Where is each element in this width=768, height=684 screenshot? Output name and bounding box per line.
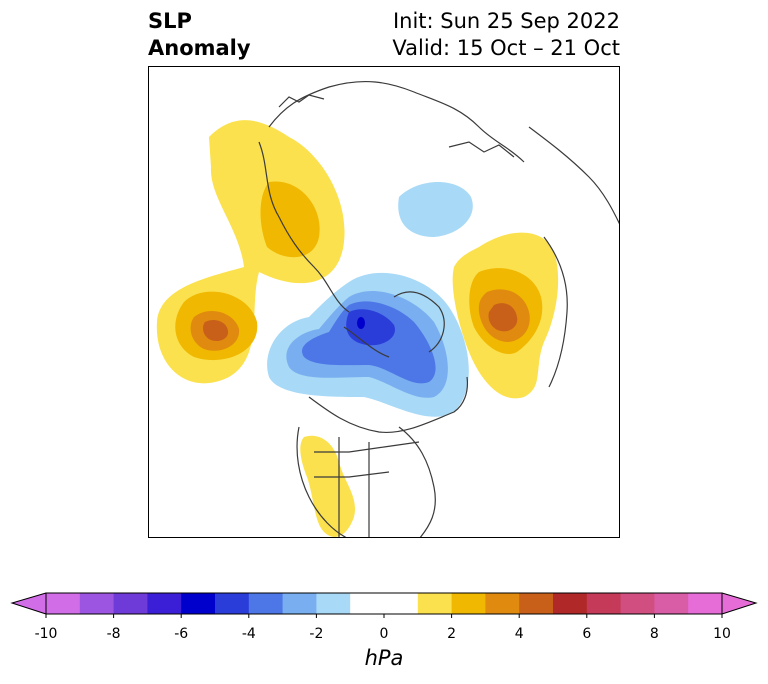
colorbar-segment bbox=[384, 593, 419, 614]
colorbar-tick-label: -10 bbox=[34, 626, 58, 642]
title-variable: SLP bbox=[148, 9, 192, 33]
siberia-high-anomaly bbox=[452, 232, 559, 399]
colorbar-tick-label: -6 bbox=[174, 626, 189, 642]
colorbar-over-arrow bbox=[722, 593, 756, 614]
colorbar-segment bbox=[215, 593, 250, 614]
colorbar-segment bbox=[519, 593, 554, 614]
colorbar-tick-label: 10 bbox=[713, 626, 731, 642]
init-date: Init: Sun 25 Sep 2022 bbox=[392, 9, 620, 33]
colorbar-segment bbox=[282, 593, 317, 614]
colorbar-tick-label: 6 bbox=[582, 626, 592, 642]
colorbar-segment bbox=[113, 593, 148, 614]
colorbar-tick-label: 2 bbox=[447, 626, 457, 642]
colorbar bbox=[10, 592, 758, 618]
colorbar-segment bbox=[248, 593, 284, 614]
colorbar-tick-label: -2 bbox=[309, 626, 324, 642]
colorbar-segment bbox=[417, 593, 453, 614]
colorbar-tick-label: 8 bbox=[649, 626, 659, 642]
colorbar-segment bbox=[451, 593, 486, 614]
title-anomaly: Anomaly bbox=[148, 36, 251, 60]
colorbar-segment bbox=[46, 593, 81, 614]
colorbar-segment bbox=[654, 593, 689, 614]
anomaly-map bbox=[148, 66, 620, 538]
colorbar-tick-label: -8 bbox=[106, 626, 121, 642]
colorbar-arrow-outline bbox=[10, 592, 47, 615]
map-subtitle: Init: Sun 25 Sep 2022 Valid: 15 Oct – 21… bbox=[392, 8, 620, 62]
colorbar-segment bbox=[79, 593, 115, 614]
colorbar-under-arrow bbox=[12, 593, 46, 614]
colorbar-segment bbox=[181, 593, 216, 614]
map-title: SLP Anomaly bbox=[148, 8, 251, 62]
colorbar-segment bbox=[688, 593, 723, 614]
colorbar-tick-label: 0 bbox=[379, 626, 389, 642]
colorbar-tick-label: -4 bbox=[241, 626, 256, 642]
us-high-anomaly bbox=[300, 435, 356, 537]
map-canvas bbox=[156, 80, 619, 537]
colorbar-segment bbox=[485, 593, 520, 614]
colorbar-segment bbox=[350, 593, 385, 614]
colorbar-unit: hPa bbox=[364, 646, 404, 670]
pacific-high-anomaly bbox=[156, 120, 345, 384]
colorbar-segment bbox=[586, 593, 622, 614]
coastlines bbox=[258, 80, 619, 537]
colorbar-arrow-outline-right bbox=[721, 592, 758, 615]
colorbar-segment bbox=[316, 593, 351, 614]
colorbar-segment bbox=[620, 593, 655, 614]
colorbar-segment bbox=[553, 593, 588, 614]
valid-range: Valid: 15 Oct – 21 Oct bbox=[392, 36, 620, 60]
colorbar-segment bbox=[147, 593, 182, 614]
colorbar-tick-label: 4 bbox=[514, 626, 524, 642]
